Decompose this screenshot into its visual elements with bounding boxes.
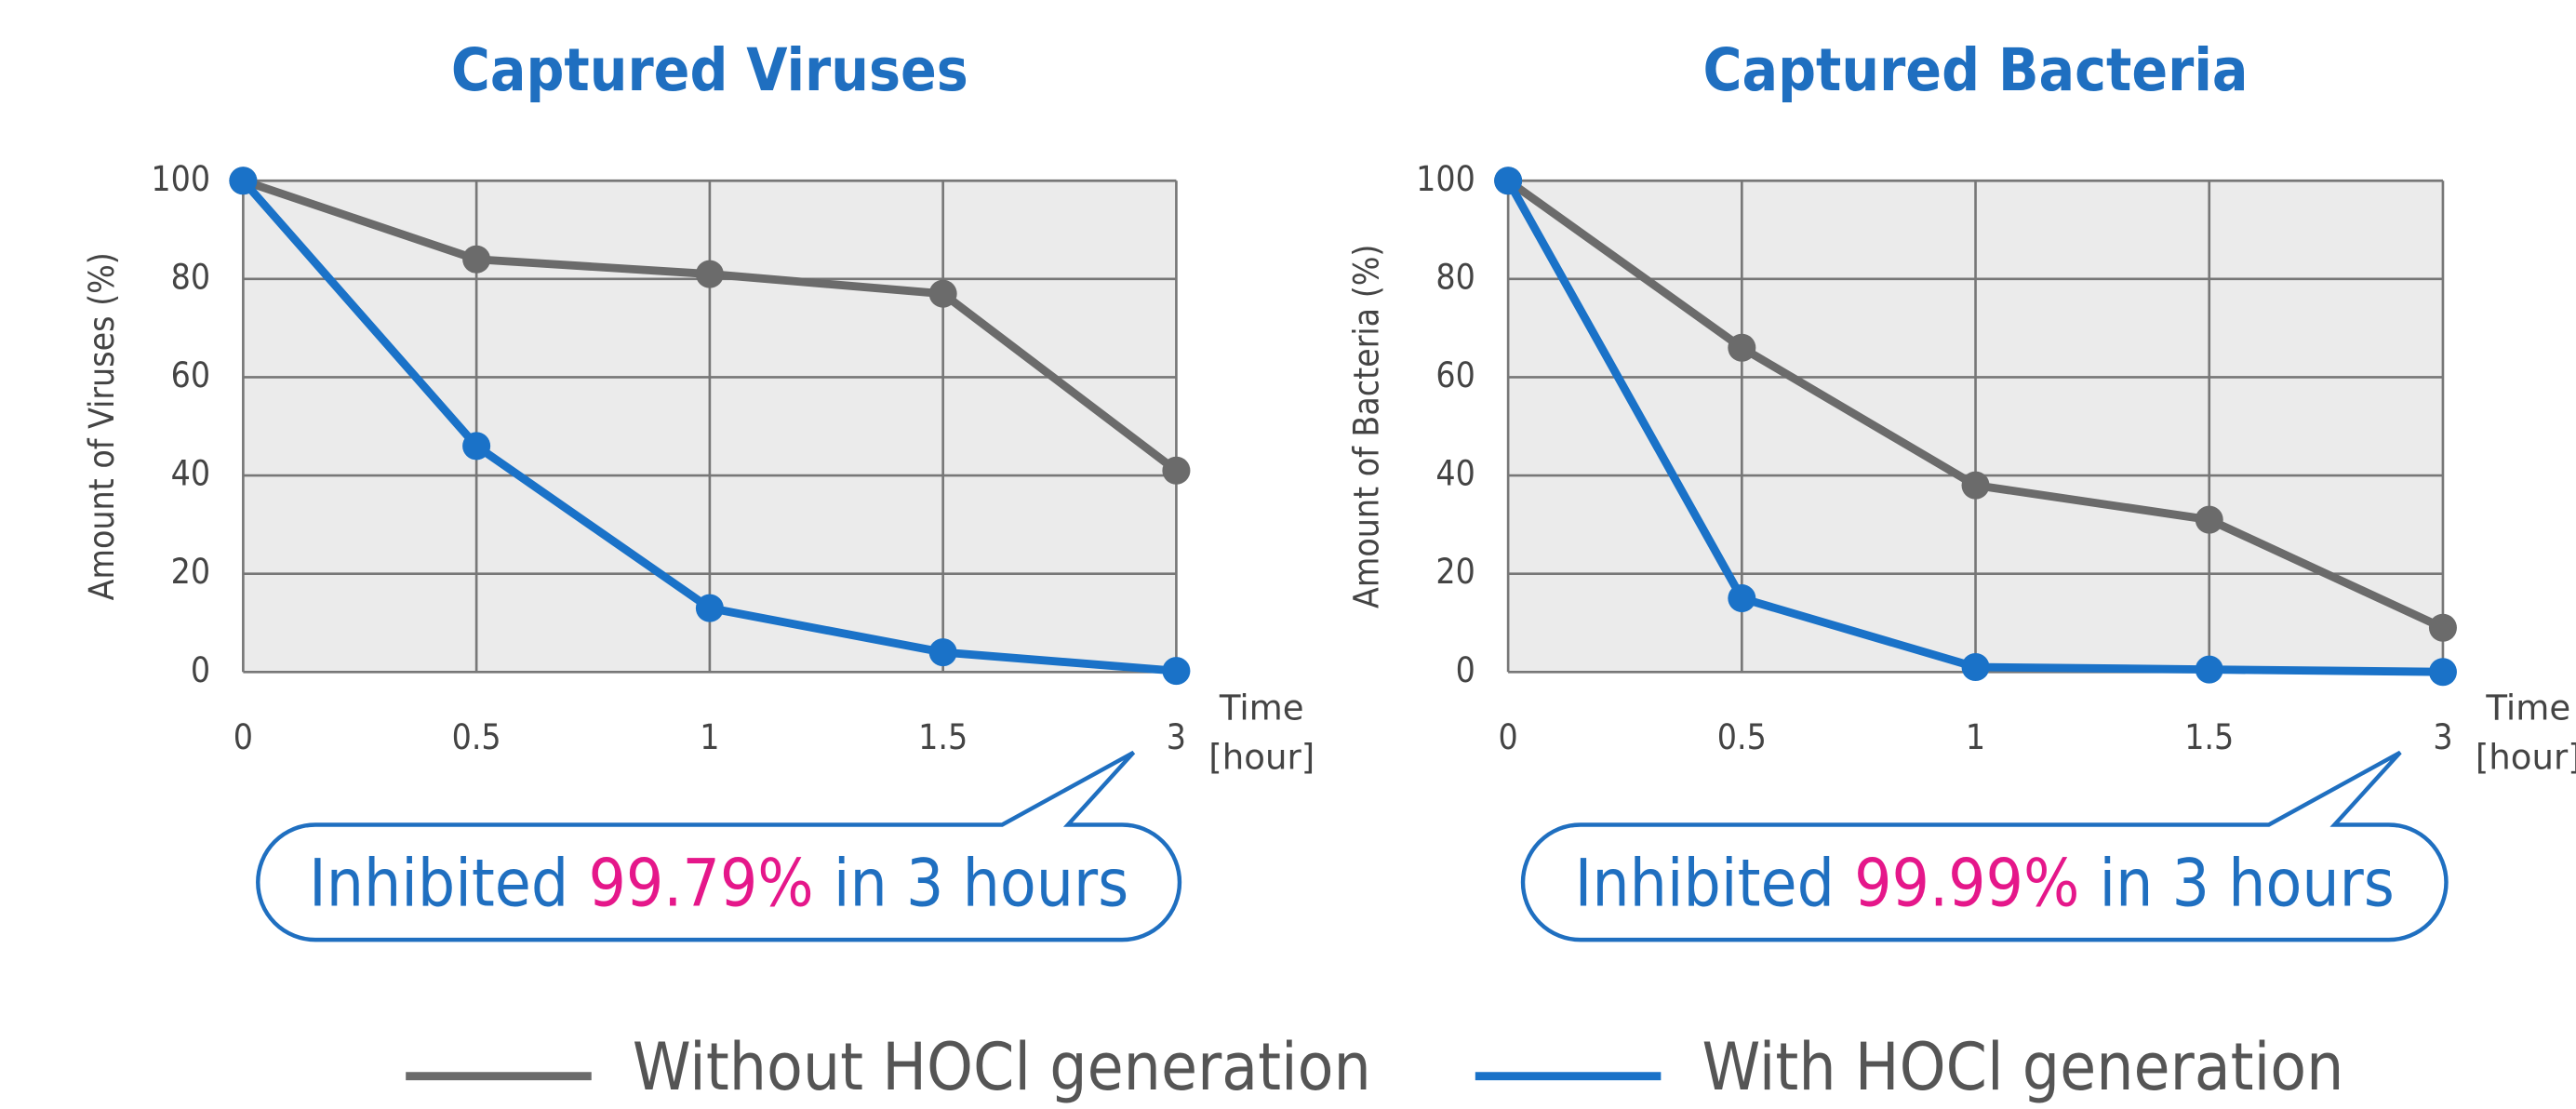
x-axis-label: [hour] bbox=[2476, 737, 2576, 777]
data-point bbox=[1162, 456, 1191, 485]
callout-suffix: in 3 hours bbox=[2100, 844, 2395, 921]
legend-label: Without HOCl generation bbox=[633, 1028, 1371, 1105]
x-axis-label: Time bbox=[2485, 688, 2570, 728]
callout-suffix: in 3 hours bbox=[834, 844, 1128, 921]
x-axis-label: Time bbox=[1219, 688, 1304, 728]
y-axis-label: Amount of Bacteria (%) bbox=[1347, 245, 1387, 608]
callout-prefix: Inhibited bbox=[1575, 844, 1835, 921]
data-point bbox=[695, 594, 724, 622]
x-tick-label: 1.5 bbox=[918, 717, 968, 757]
callout-box bbox=[1520, 750, 2449, 942]
data-point bbox=[1728, 584, 1756, 613]
x-tick-label: 1 bbox=[1966, 717, 1985, 757]
y-tick-label: 60 bbox=[171, 355, 210, 395]
data-point bbox=[2195, 655, 2223, 684]
y-tick-label: 20 bbox=[1435, 552, 1475, 592]
data-point bbox=[1728, 333, 1756, 362]
legend-label: With HOCl generation bbox=[1702, 1028, 2344, 1105]
chart-title: Captured Bacteria bbox=[1703, 35, 2249, 104]
x-axis-label: [hour] bbox=[1208, 737, 1315, 777]
y-axis-label: Amount of Viruses (%) bbox=[82, 252, 122, 600]
data-point bbox=[928, 638, 957, 667]
x-tick-label: 3 bbox=[2433, 717, 2452, 757]
x-tick-label: 0 bbox=[234, 717, 253, 757]
callout-text: Inhibited 99.79% in 3 hours bbox=[309, 844, 1128, 921]
x-tick-label: 1 bbox=[700, 717, 719, 757]
data-point bbox=[1961, 652, 1990, 681]
data-point bbox=[1961, 471, 1990, 500]
y-tick-label: 100 bbox=[151, 159, 210, 199]
data-point bbox=[2195, 505, 2223, 534]
y-tick-label: 80 bbox=[1435, 257, 1475, 297]
x-tick-label: 3 bbox=[1167, 717, 1186, 757]
callout-text: Inhibited 99.99% in 3 hours bbox=[1575, 844, 2395, 921]
data-point bbox=[462, 245, 491, 274]
data-point bbox=[2428, 658, 2457, 687]
y-tick-label: 20 bbox=[171, 552, 210, 592]
x-tick-label: 1.5 bbox=[2184, 717, 2234, 757]
data-point bbox=[1162, 657, 1191, 686]
data-point bbox=[462, 432, 491, 461]
callout-box bbox=[256, 750, 1182, 942]
y-tick-label: 60 bbox=[1435, 355, 1475, 395]
chart-title: Captured Viruses bbox=[451, 35, 968, 104]
callout-highlight: 99.79% bbox=[588, 844, 813, 921]
y-tick-label: 0 bbox=[191, 650, 210, 690]
y-tick-label: 40 bbox=[1435, 454, 1475, 494]
x-tick-label: 0 bbox=[1499, 717, 1518, 757]
data-point bbox=[2428, 613, 2457, 642]
x-tick-label: 0.5 bbox=[1717, 717, 1767, 757]
y-tick-label: 80 bbox=[171, 257, 210, 297]
y-tick-label: 40 bbox=[171, 454, 210, 494]
data-point bbox=[229, 167, 258, 195]
callout-highlight: 99.99% bbox=[1854, 844, 2079, 921]
data-point bbox=[928, 279, 957, 308]
data-point bbox=[695, 260, 724, 288]
y-tick-label: 100 bbox=[1416, 159, 1475, 199]
y-tick-label: 0 bbox=[1456, 650, 1475, 690]
data-point bbox=[1494, 167, 1523, 195]
x-tick-label: 0.5 bbox=[452, 717, 501, 757]
callout-prefix: Inhibited bbox=[309, 844, 568, 921]
